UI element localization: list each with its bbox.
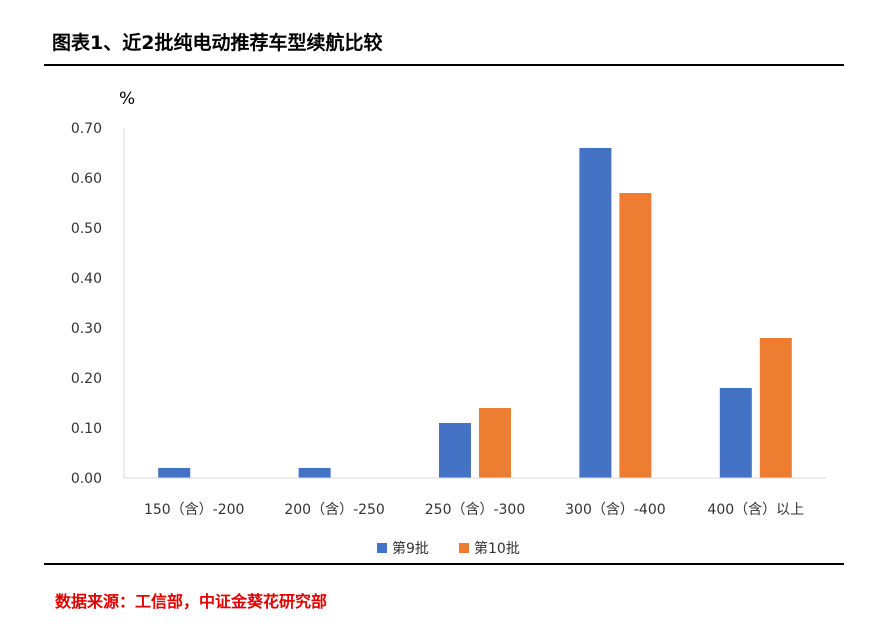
chart-title: 图表1、近2批纯电动推荐车型续航比较 bbox=[52, 32, 383, 54]
x-category-label: 300（含）-400 bbox=[565, 502, 666, 518]
bottom-rule bbox=[44, 563, 844, 565]
bar-series-1-5 bbox=[719, 388, 752, 478]
y-tick-label: 0.10 bbox=[71, 421, 102, 437]
legend-label-2: 第10批 bbox=[474, 540, 520, 557]
y-tick-label: 0.60 bbox=[71, 171, 102, 187]
bar-series-1-1 bbox=[158, 468, 191, 478]
bar-series-2-3 bbox=[479, 408, 511, 478]
x-category-label: 400（含）以上 bbox=[707, 502, 804, 518]
y-tick-label: 0.40 bbox=[71, 271, 102, 287]
bar-series-1-3 bbox=[439, 423, 471, 478]
bar-series-2-4 bbox=[619, 193, 652, 478]
legend-swatch-2 bbox=[459, 543, 469, 553]
data-source-note: 数据来源：工信部，中证金葵花研究部 bbox=[55, 592, 328, 611]
x-category-label: 250（含）-300 bbox=[425, 502, 526, 518]
y-tick-label: 0.30 bbox=[71, 321, 102, 337]
y-axis-unit-label: % bbox=[119, 89, 135, 109]
bar-series-2-5 bbox=[759, 338, 792, 478]
legend-swatch-1 bbox=[377, 543, 387, 553]
y-tick-label: 0.20 bbox=[71, 371, 102, 387]
top-rule bbox=[44, 64, 844, 66]
x-category-label: 200（含）-250 bbox=[284, 502, 385, 518]
y-tick-label: 0.00 bbox=[71, 471, 102, 487]
x-category-label: 150（含）-200 bbox=[144, 502, 245, 518]
bar-series-1-2 bbox=[298, 468, 331, 478]
legend-label-1: 第9批 bbox=[392, 540, 429, 557]
y-tick-label: 0.50 bbox=[71, 221, 102, 237]
y-tick-label: 0.70 bbox=[71, 121, 102, 137]
bar-series-1-4 bbox=[579, 148, 612, 478]
